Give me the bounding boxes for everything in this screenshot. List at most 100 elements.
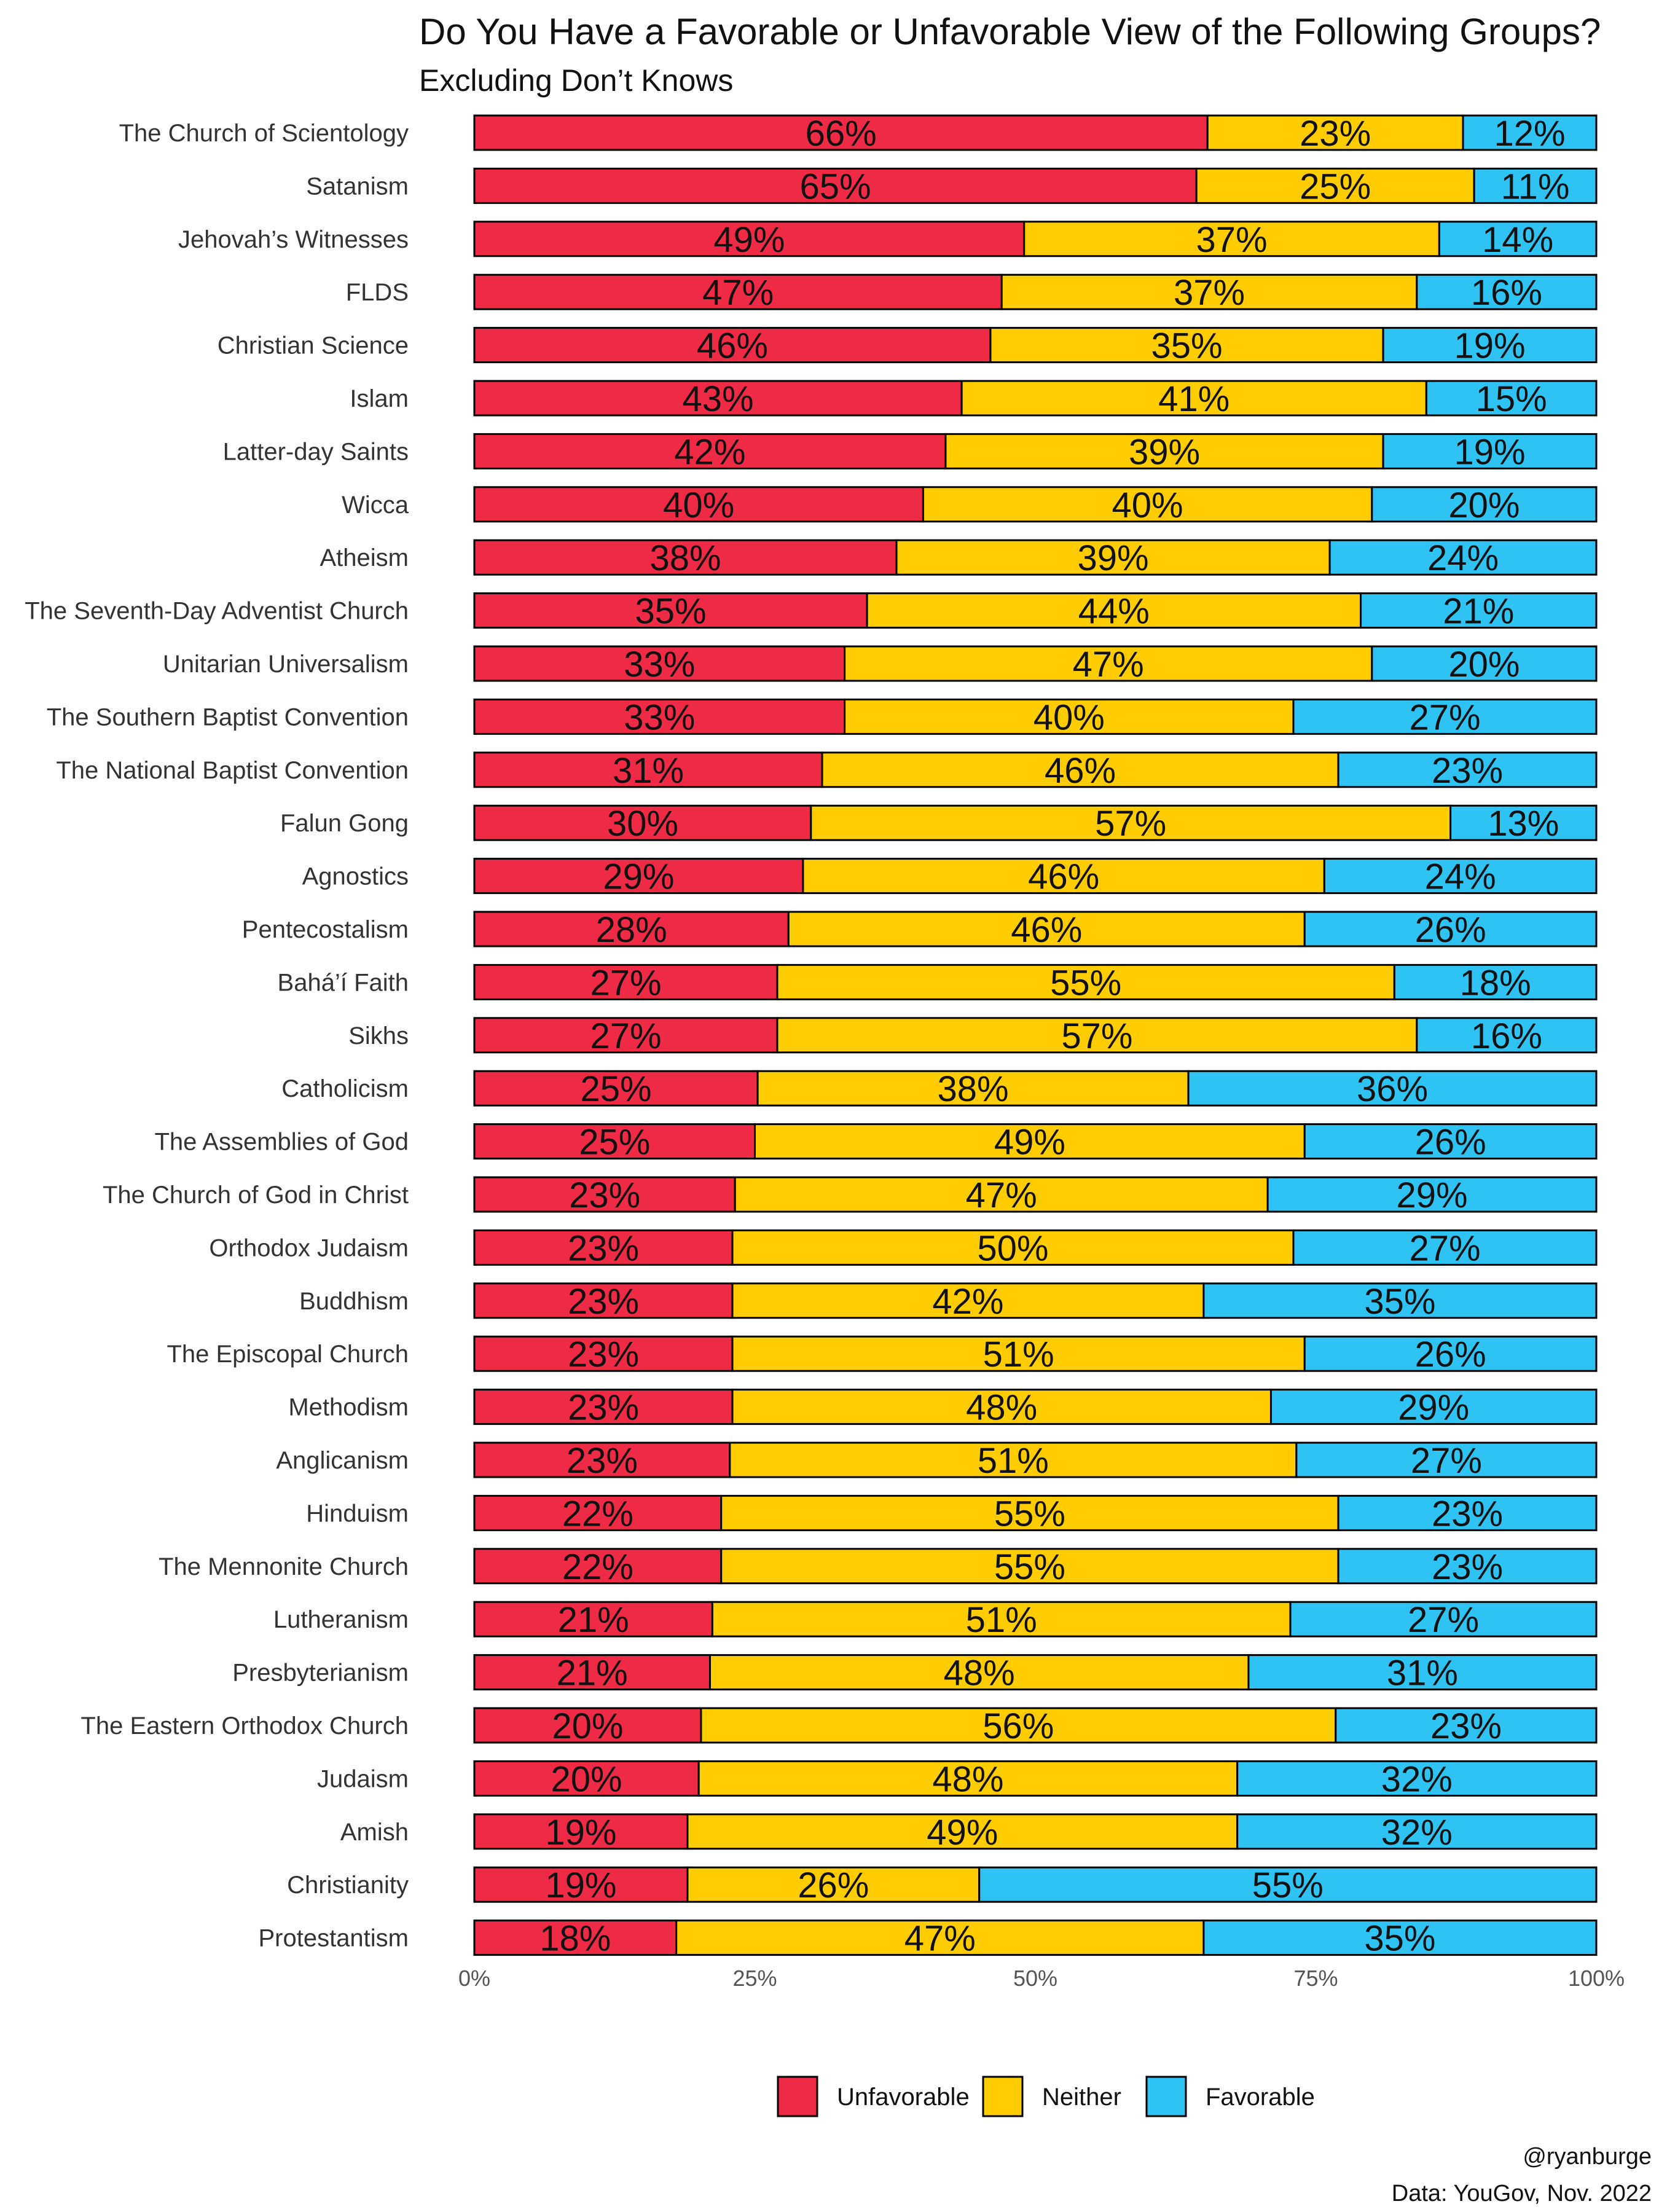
legend-swatch-neither xyxy=(982,2076,1024,2117)
bar-segment-unfavorable xyxy=(473,911,790,947)
bar-segment-unfavorable xyxy=(473,698,846,735)
bar-segment-unfavorable xyxy=(473,751,823,788)
bar-segment-favorable xyxy=(1438,221,1598,257)
data-label-favorable: 32% xyxy=(1381,1813,1453,1853)
x-tick-label: 0% xyxy=(458,1966,490,1991)
category-label: Protestantism xyxy=(258,1925,409,1952)
bar-row-latter-day-saints: Latter-day Saints 42% 39% 19% xyxy=(223,432,1598,472)
bar-segment-unfavorable xyxy=(473,1494,723,1531)
data-label-favorable: 32% xyxy=(1381,1759,1453,1799)
credit-source: Data: YouGov, Nov. 2022 xyxy=(1392,2181,1652,2206)
data-label-favorable: 31% xyxy=(1387,1653,1458,1693)
data-label-unfavorable: 23% xyxy=(568,1282,639,1322)
category-label: Buddhism xyxy=(299,1288,409,1315)
category-label: The Church of Scientology xyxy=(119,120,409,147)
bar-segment-neither xyxy=(1206,114,1464,151)
bar-segment-favorable xyxy=(1303,911,1598,947)
bar-row-atheism: Atheism 38% 39% 24% xyxy=(320,538,1598,578)
data-label-neither: 55% xyxy=(994,1494,1065,1534)
bar-row-the-southern-baptist-convention: The Southern Baptist Convention 33% 40% 27% xyxy=(47,697,1598,737)
bar-segment-favorable xyxy=(1371,645,1598,682)
bar-segment-favorable xyxy=(1382,327,1598,364)
bar-segment-unfavorable xyxy=(473,539,898,576)
category-label: Amish xyxy=(340,1819,409,1846)
data-label-neither: 47% xyxy=(904,1919,976,1959)
data-label-unfavorable: 27% xyxy=(590,1016,661,1056)
bar-row-baha-i-faith: Bahá’í Faith 27% 55% 18% xyxy=(278,963,1598,1003)
bar-row-islam: Islam 43% 41% 15% xyxy=(350,379,1598,419)
category-label: Wicca xyxy=(342,492,409,519)
data-label-unfavorable: 33% xyxy=(624,697,695,737)
bar-row-judaism: Judaism 20% 48% 32% xyxy=(317,1759,1598,1799)
data-label-neither: 25% xyxy=(1300,167,1371,206)
bar-row-christian-science: Christian Science 46% 35% 19% xyxy=(218,326,1598,366)
data-label-favorable: 27% xyxy=(1411,1441,1482,1481)
x-axis: 0% 25% 50% 75% 100% xyxy=(458,1966,1625,1991)
bar-segment-neither xyxy=(700,1707,1337,1744)
bar-row-anglicanism: Anglicanism 23% 51% 27% xyxy=(276,1441,1598,1481)
data-label-favorable: 14% xyxy=(1482,220,1553,260)
bar-row-hinduism: Hinduism 22% 55% 23% xyxy=(306,1494,1598,1534)
bar-row-the-seventh-day-adventist-church: The Seventh-Day Adventist Church 35% 44% 21… xyxy=(25,592,1598,632)
bar-segment-favorable xyxy=(1462,114,1598,151)
bar-segment-neither xyxy=(731,1389,1272,1426)
chart-subtitle: Excluding Don’t Knows xyxy=(419,63,733,98)
data-label-unfavorable: 38% xyxy=(649,538,721,578)
data-label-favorable: 16% xyxy=(1471,273,1542,313)
bar-segment-favorable xyxy=(1416,273,1598,310)
data-label-neither: 49% xyxy=(994,1123,1065,1163)
data-label-unfavorable: 19% xyxy=(545,1865,616,1905)
bar-segment-favorable xyxy=(1393,963,1598,1000)
bar-segment-favorable xyxy=(1371,486,1598,523)
data-label-favorable: 23% xyxy=(1432,751,1503,791)
bar-row-catholicism: Catholicism 25% 38% 36% xyxy=(281,1069,1598,1109)
data-label-unfavorable: 23% xyxy=(568,1388,639,1428)
bar-row-wicca: Wicca 40% 40% 20% xyxy=(342,485,1598,525)
bar-segment-unfavorable xyxy=(473,486,924,523)
bar-row-presbyterianism: Presbyterianism 21% 48% 31% xyxy=(232,1653,1598,1693)
bar-segment-unfavorable xyxy=(473,645,846,682)
category-label: Hinduism xyxy=(306,1500,409,1527)
bar-segment-neither xyxy=(844,698,1295,735)
bar-segment-neither xyxy=(922,486,1373,523)
legend-label-favorable: Favorable xyxy=(1206,2084,1315,2111)
data-label-unfavorable: 65% xyxy=(800,167,871,206)
data-label-unfavorable: 31% xyxy=(613,751,684,791)
data-label-favorable: 27% xyxy=(1409,697,1480,737)
bar-segment-neither xyxy=(960,380,1427,417)
bar-segment-unfavorable xyxy=(473,1654,711,1691)
bar-segment-favorable xyxy=(1303,1335,1598,1372)
data-label-neither: 46% xyxy=(1028,857,1099,897)
bar-segment-unfavorable xyxy=(473,1707,702,1744)
data-label-unfavorable: 23% xyxy=(567,1441,638,1481)
data-label-neither: 42% xyxy=(932,1282,1003,1322)
data-label-neither: 51% xyxy=(983,1335,1054,1375)
bar-segment-neither xyxy=(708,1654,1250,1691)
data-label-neither: 50% xyxy=(977,1228,1048,1268)
bar-segment-favorable xyxy=(1323,858,1598,895)
bar-segment-neither xyxy=(989,327,1384,364)
data-label-unfavorable: 23% xyxy=(569,1175,640,1215)
data-label-neither: 51% xyxy=(978,1441,1049,1481)
data-label-favorable: 27% xyxy=(1409,1228,1480,1268)
data-label-unfavorable: 30% xyxy=(607,804,678,844)
bar-row-amish: Amish 19% 49% 32% xyxy=(340,1813,1598,1853)
bar-segment-favorable xyxy=(1328,539,1598,576)
bar-segment-unfavorable xyxy=(473,433,947,469)
bar-segment-favorable xyxy=(1303,1123,1598,1160)
data-label-favorable: 24% xyxy=(1427,538,1499,578)
data-label-favorable: 20% xyxy=(1448,485,1520,525)
bar-row-sikhs: Sikhs 27% 57% 16% xyxy=(348,1016,1598,1056)
bar-row-orthodox-judaism: Orthodox Judaism 23% 50% 27% xyxy=(209,1228,1598,1268)
data-label-neither: 48% xyxy=(932,1759,1003,1799)
bar-row-falun-gong: Falun Gong 30% 57% 13% xyxy=(280,804,1598,844)
bar-row-protestantism: Protestantism 18% 47% 35% xyxy=(258,1919,1598,1959)
bar-segment-favorable xyxy=(1292,1229,1598,1266)
legend-item-unfavorable: Unfavorable xyxy=(777,2076,970,2117)
bar-segment-favorable xyxy=(1416,1017,1598,1054)
bar-row-buddhism: Buddhism 23% 42% 35% xyxy=(299,1282,1598,1322)
data-label-unfavorable: 20% xyxy=(551,1759,622,1799)
data-label-unfavorable: 46% xyxy=(697,326,768,366)
data-label-neither: 39% xyxy=(1129,432,1200,472)
